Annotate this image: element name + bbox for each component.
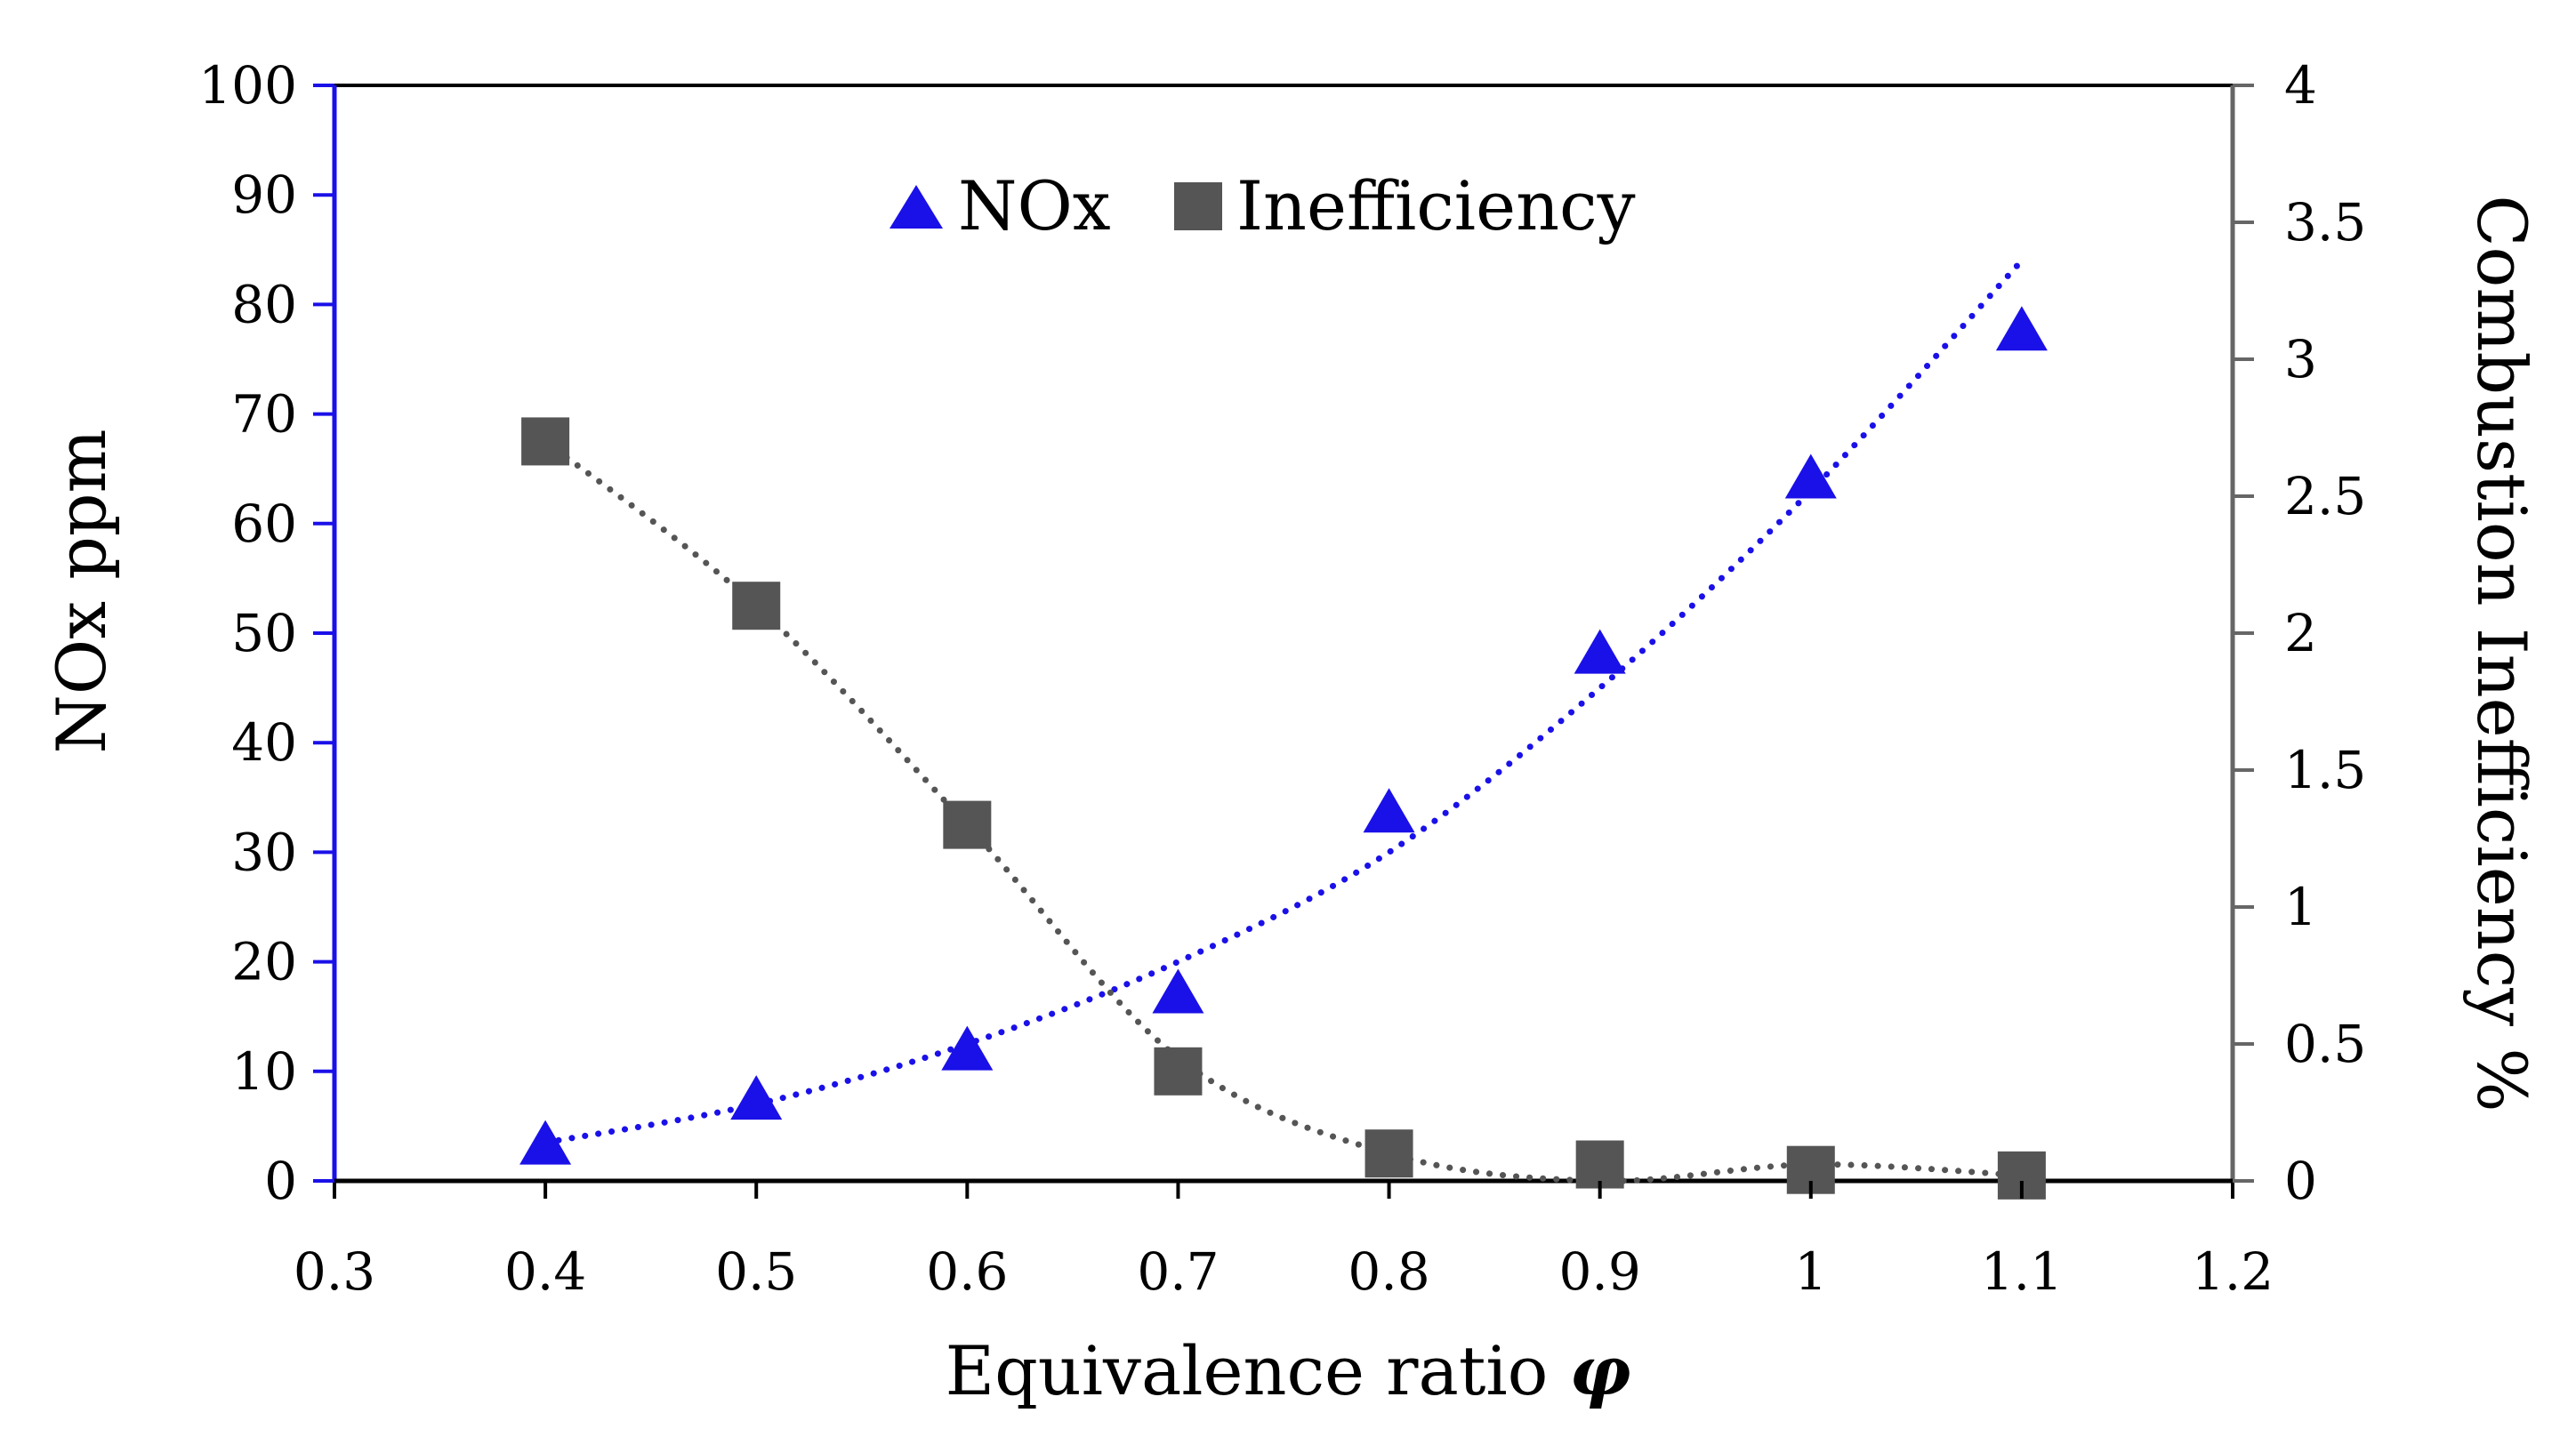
y2-tick-label: 3	[2284, 329, 2317, 389]
nox-point	[1152, 968, 1204, 1014]
x-tick-label: 0.8	[1348, 1241, 1429, 1302]
y2-tick-label: 0	[2284, 1151, 2317, 1211]
y-tick-label: 40	[231, 712, 297, 773]
axis-ticks: 0.3 0.4 0.5 0.6 0.7 0.8 0.9 1 1.1 1.2010203040506…	[198, 55, 2366, 1302]
nox-trendline	[542, 257, 2025, 1146]
inefficiency-point	[521, 417, 570, 466]
x-axis-title-symbol: φ	[1570, 1331, 1631, 1410]
inefficiency-point	[1364, 1129, 1413, 1178]
y-tick-label: 0	[264, 1151, 297, 1211]
nox-point	[730, 1075, 783, 1120]
y2-tick-label: 1	[2284, 877, 2317, 937]
trendlines	[542, 257, 2025, 1184]
y-tick-label: 80	[231, 274, 297, 334]
y2-tick-label: 4	[2284, 55, 2317, 116]
y-tick-label: 10	[231, 1041, 297, 1102]
plot-frame	[332, 84, 2235, 1184]
x-tick-label: 1.1	[1981, 1241, 2063, 1302]
legend: NOx Inefficiency	[890, 166, 1636, 245]
nox-point	[941, 1025, 994, 1071]
inefficiency-point	[732, 582, 781, 630]
x-tick-label: 0.3	[294, 1241, 375, 1302]
x-tick-label: 0.7	[1137, 1241, 1219, 1302]
x-axis-title: Equivalence ratio φ	[946, 1331, 1631, 1410]
y-tick-label: 100	[198, 55, 297, 116]
left-axis-title: NOx ppm	[42, 429, 121, 753]
y2-tick-label: 0.5	[2284, 1014, 2366, 1074]
inefficiency-trendline	[542, 438, 2025, 1184]
y-tick-label: 30	[231, 822, 297, 882]
y2-tick-label: 3.5	[2284, 192, 2366, 253]
nox-point	[1784, 454, 1837, 499]
y-tick-label: 20	[231, 932, 297, 992]
y2-tick-label: 1.5	[2284, 740, 2366, 800]
x-tick-label: 0.9	[1559, 1241, 1641, 1302]
y2-tick-label: 2	[2284, 603, 2317, 663]
legend-inefficiency-marker	[1174, 182, 1222, 230]
nox-point	[1995, 306, 2048, 351]
inefficiency-point	[1154, 1047, 1203, 1096]
x-tick-label: 1	[1794, 1241, 1827, 1302]
x-tick-label: 0.6	[926, 1241, 1008, 1302]
x-tick-label: 1.2	[2192, 1241, 2274, 1302]
inefficiency-point	[1575, 1140, 1624, 1189]
legend-nox-label: NOx	[958, 166, 1111, 245]
nox-point	[519, 1120, 572, 1165]
data-markers	[519, 306, 2048, 1200]
y-tick-label: 70	[231, 384, 297, 445]
nox-point	[1574, 629, 1626, 674]
right-axis-title: Combustion Inefficiency %	[2462, 195, 2541, 1112]
legend-inefficiency-label: Inefficiency	[1236, 166, 1636, 245]
x-axis-title-text: Equivalence ratio	[946, 1331, 1549, 1410]
y2-tick-label: 2.5	[2284, 466, 2366, 526]
x-tick-label: 0.4	[504, 1241, 586, 1302]
nox-point	[1363, 788, 1415, 833]
y-tick-label: 50	[231, 603, 297, 663]
x-tick-label: 0.5	[715, 1241, 797, 1302]
legend-nox-marker	[890, 185, 943, 229]
y-tick-label: 90	[231, 165, 297, 225]
y-tick-label: 60	[231, 494, 297, 554]
inefficiency-point	[943, 800, 992, 849]
